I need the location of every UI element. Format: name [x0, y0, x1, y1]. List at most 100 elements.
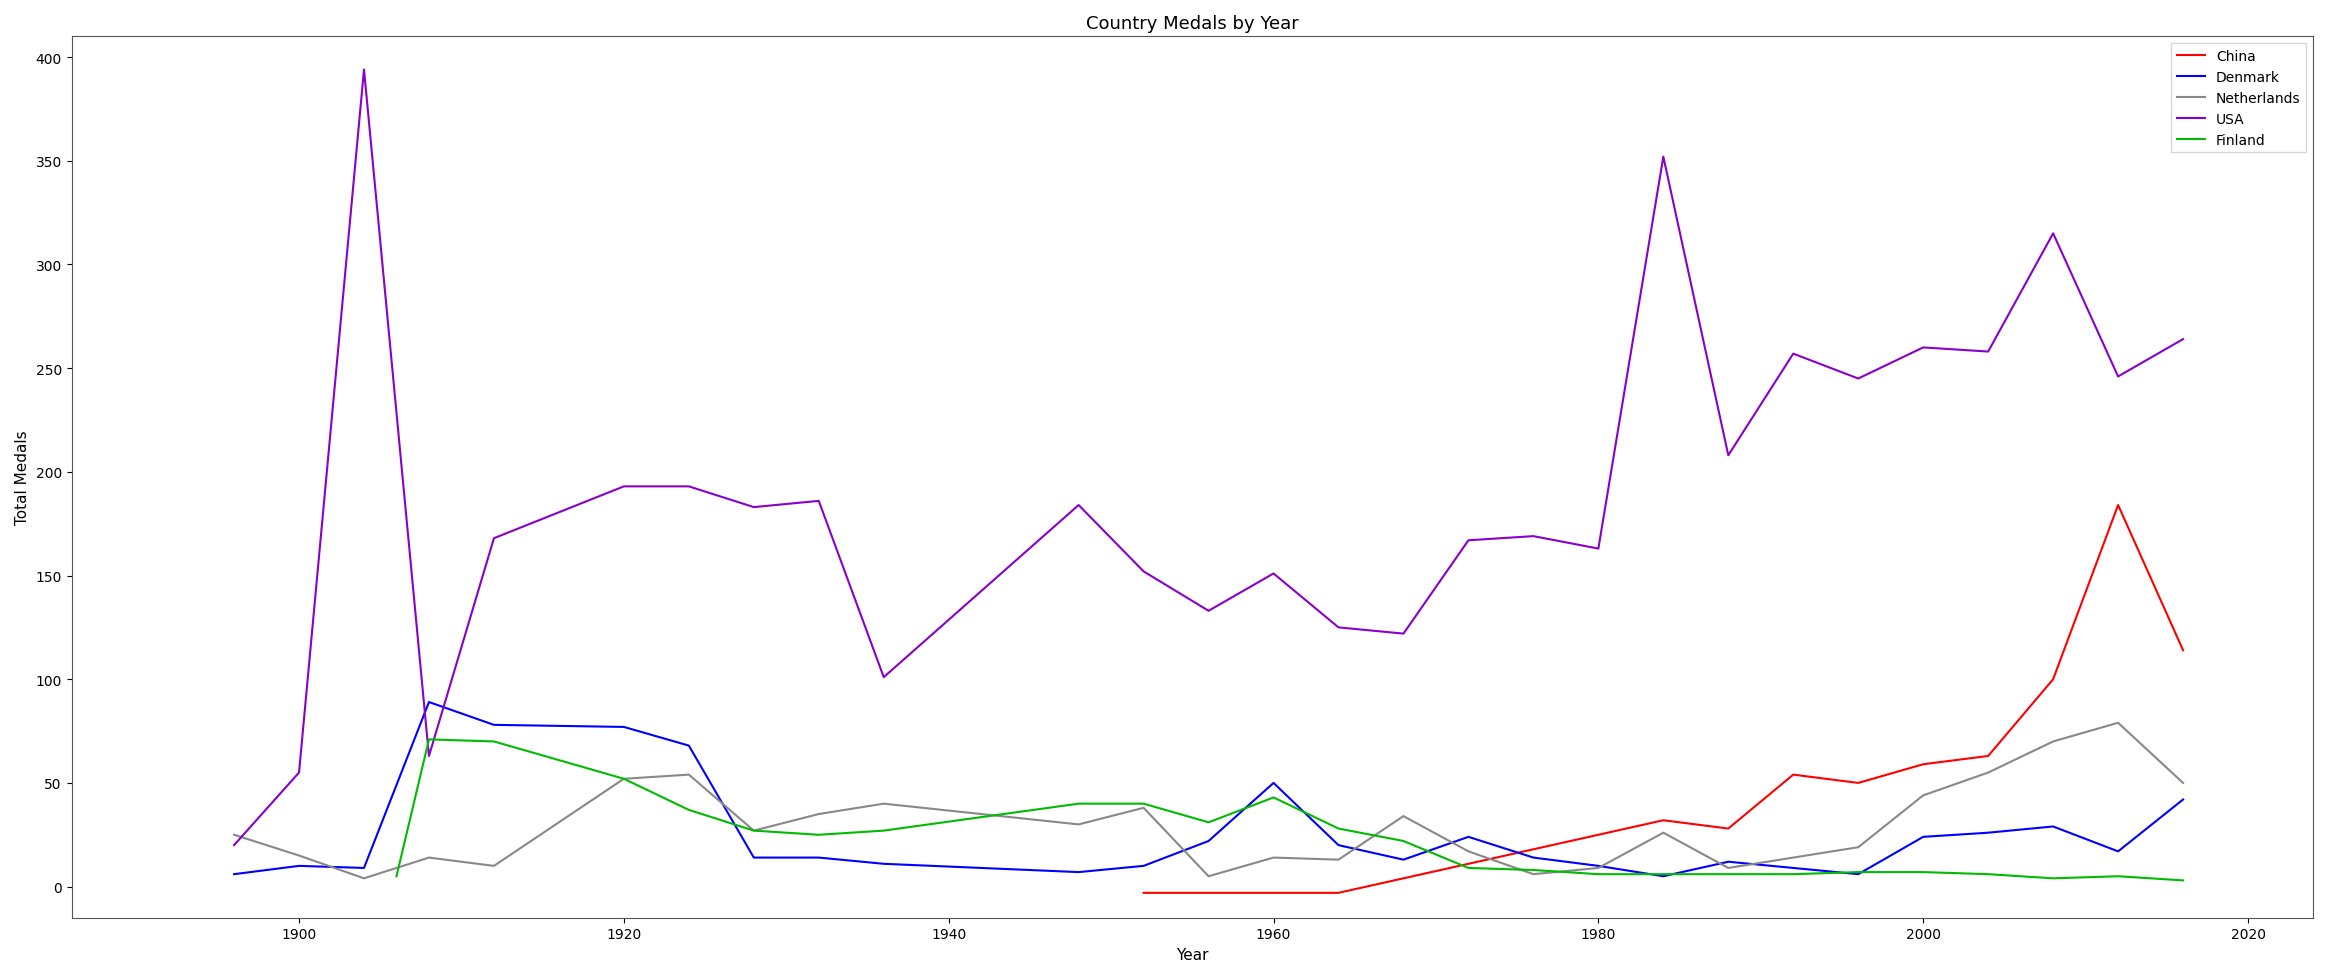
- USA: [284, 767, 312, 779]
- USA: [2105, 371, 2132, 383]
- USA: [2039, 229, 2067, 240]
- Denmark: [1390, 854, 1418, 866]
- Finland: [871, 825, 899, 836]
- Finland: [675, 804, 703, 816]
- Denmark: [675, 740, 703, 751]
- Finland: [382, 871, 410, 882]
- Netherlands: [1713, 862, 1741, 873]
- Denmark: [1259, 778, 1287, 789]
- Netherlands: [1194, 871, 1222, 882]
- USA: [1779, 349, 1807, 361]
- Netherlands: [1585, 862, 1613, 873]
- Finland: [1194, 817, 1222, 828]
- Netherlands: [2039, 736, 2067, 747]
- Denmark: [284, 860, 312, 871]
- Netherlands: [1648, 827, 1676, 838]
- China: [1194, 887, 1222, 899]
- USA: [1909, 342, 1937, 354]
- USA: [675, 481, 703, 492]
- Denmark: [805, 852, 833, 864]
- USA: [1844, 373, 1872, 385]
- China: [1844, 778, 1872, 789]
- Title: Country Medals by Year: Country Medals by Year: [1085, 15, 1299, 33]
- Finland: [1844, 867, 1872, 878]
- Denmark: [1194, 835, 1222, 847]
- Netherlands: [349, 872, 377, 884]
- Netherlands: [1974, 767, 2002, 779]
- Netherlands: [1390, 810, 1418, 822]
- Finland: [1585, 869, 1613, 880]
- Finland: [1909, 867, 1937, 878]
- Finland: [610, 773, 638, 785]
- USA: [1648, 151, 1676, 163]
- Finland: [2105, 871, 2132, 882]
- Denmark: [349, 862, 377, 873]
- Finland: [1455, 862, 1483, 873]
- USA: [1325, 622, 1353, 634]
- Netherlands: [1779, 852, 1807, 864]
- USA: [1064, 499, 1092, 511]
- Netherlands: [1129, 802, 1157, 814]
- Netherlands: [871, 798, 899, 810]
- Finland: [1129, 798, 1157, 810]
- Denmark: [1974, 827, 2002, 838]
- Netherlands: [610, 773, 638, 785]
- Denmark: [740, 852, 768, 864]
- Finland: [1390, 835, 1418, 847]
- Denmark: [1325, 839, 1353, 851]
- Denmark: [610, 721, 638, 733]
- Denmark: [1779, 862, 1807, 873]
- Denmark: [221, 869, 249, 880]
- Denmark: [1064, 867, 1092, 878]
- China: [1909, 758, 1937, 770]
- Line: Netherlands: Netherlands: [235, 723, 2184, 878]
- USA: [1455, 534, 1483, 546]
- Netherlands: [675, 769, 703, 781]
- USA: [610, 481, 638, 492]
- Denmark: [1713, 856, 1741, 868]
- USA: [1713, 450, 1741, 462]
- China: [1648, 815, 1676, 827]
- Denmark: [2039, 821, 2067, 832]
- China: [1974, 750, 2002, 762]
- Finland: [1779, 869, 1807, 880]
- USA: [2170, 334, 2198, 346]
- Netherlands: [2105, 717, 2132, 729]
- Denmark: [1585, 860, 1613, 871]
- Denmark: [1844, 869, 1872, 880]
- Netherlands: [1520, 869, 1548, 880]
- USA: [480, 532, 508, 544]
- China: [1713, 823, 1741, 834]
- Denmark: [871, 858, 899, 870]
- China: [2170, 645, 2198, 657]
- USA: [740, 502, 768, 514]
- Netherlands: [1064, 819, 1092, 830]
- Denmark: [414, 697, 442, 708]
- Netherlands: [1844, 841, 1872, 853]
- USA: [414, 750, 442, 762]
- USA: [1129, 566, 1157, 577]
- Finland: [414, 734, 442, 745]
- USA: [349, 64, 377, 76]
- Netherlands: [740, 825, 768, 836]
- Finland: [1520, 865, 1548, 876]
- Netherlands: [1325, 854, 1353, 866]
- Finland: [1648, 869, 1676, 880]
- USA: [1390, 628, 1418, 640]
- Finland: [1974, 869, 2002, 880]
- Line: Finland: Finland: [396, 740, 2184, 880]
- USA: [871, 671, 899, 683]
- Finland: [805, 829, 833, 841]
- Finland: [1325, 823, 1353, 834]
- China: [2039, 674, 2067, 686]
- Line: USA: USA: [235, 70, 2184, 845]
- China: [1129, 887, 1157, 899]
- Netherlands: [284, 850, 312, 862]
- Line: Denmark: Denmark: [235, 702, 2184, 876]
- China: [2105, 499, 2132, 511]
- Denmark: [1909, 831, 1937, 843]
- X-axis label: Year: Year: [1176, 947, 1208, 962]
- Finland: [1064, 798, 1092, 810]
- USA: [1194, 606, 1222, 617]
- Finland: [2039, 872, 2067, 884]
